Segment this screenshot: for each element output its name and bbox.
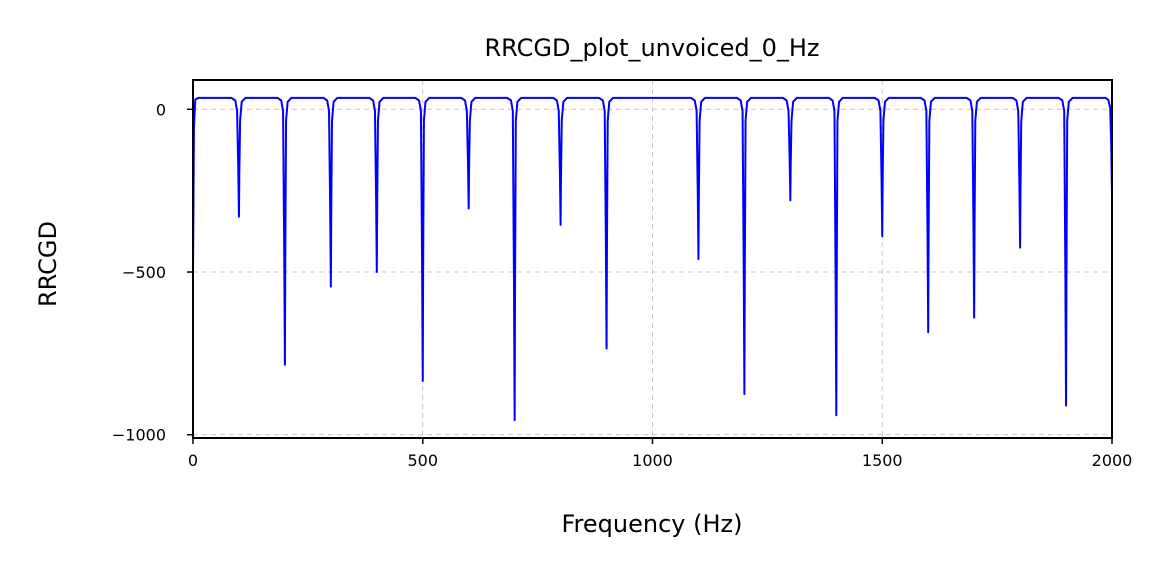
x-tick-label: 1000 bbox=[632, 451, 673, 470]
y-tick-label: −500 bbox=[122, 263, 166, 282]
x-axis-ticks: 0 500 1000 1500 2000 bbox=[188, 438, 1132, 470]
y-axis-ticks: 0 −500 −1000 bbox=[112, 100, 193, 445]
x-tick-label: 1500 bbox=[862, 451, 903, 470]
chart-title: RRCGD_plot_unvoiced_0_Hz bbox=[484, 34, 819, 62]
series-layer bbox=[193, 96, 1112, 422]
x-tick-label: 0 bbox=[188, 451, 198, 470]
y-axis-label: RRCGD bbox=[34, 221, 62, 307]
x-tick-label: 2000 bbox=[1092, 451, 1133, 470]
y-tick-label: 0 bbox=[156, 100, 166, 119]
series-line bbox=[193, 96, 1112, 422]
y-tick-label: −1000 bbox=[112, 426, 166, 445]
x-tick-label: 500 bbox=[407, 451, 438, 470]
x-axis-label: Frequency (Hz) bbox=[562, 510, 743, 538]
